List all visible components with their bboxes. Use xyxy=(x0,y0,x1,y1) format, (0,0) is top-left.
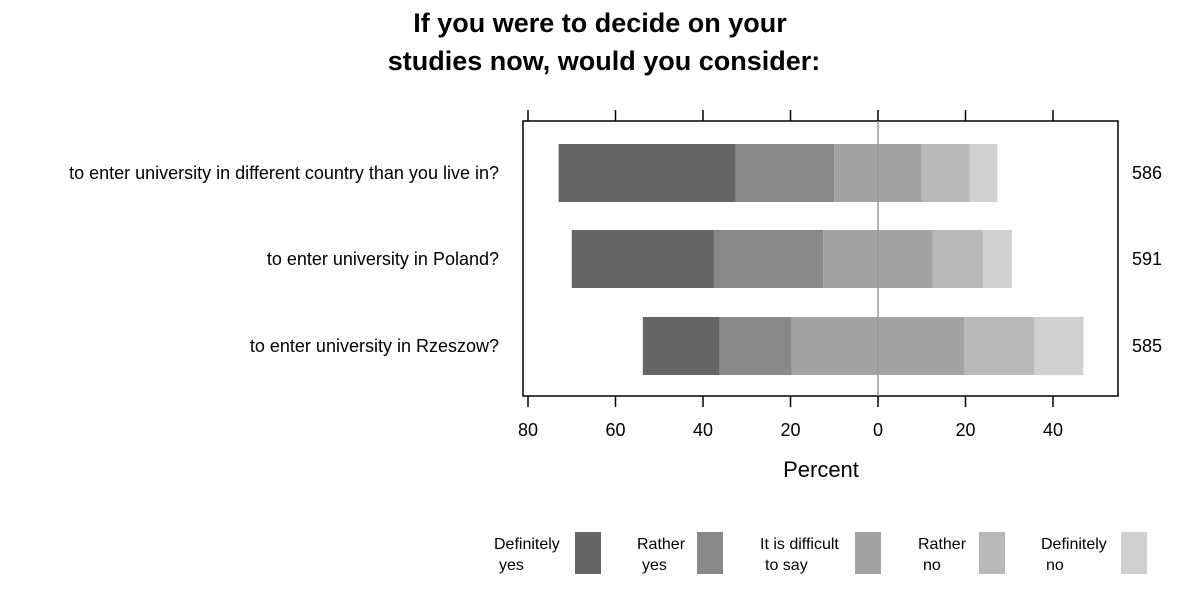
category-label: to enter university in Rzeszow? xyxy=(250,336,499,356)
count-label: 585 xyxy=(1132,336,1162,356)
legend-swatch xyxy=(979,532,1005,574)
x-tick-label: 80 xyxy=(518,420,538,440)
x-tick-label: 0 xyxy=(873,420,883,440)
category-label: to enter university in different country… xyxy=(69,163,499,183)
legend-swatch xyxy=(855,532,881,574)
legend-label: to say xyxy=(765,557,808,574)
legend: Definitely yes Rather yes It is difficult to … xyxy=(494,532,1147,574)
bar-segment xyxy=(983,230,1012,288)
x-tick-label: 40 xyxy=(1043,420,1063,440)
bar-segment xyxy=(571,230,714,288)
legend-label: no xyxy=(1046,557,1064,574)
bar-segment xyxy=(921,144,970,202)
legend-label: no xyxy=(923,557,941,574)
bar-segment xyxy=(735,144,835,202)
count-label: 586 xyxy=(1132,163,1162,183)
count-label: 591 xyxy=(1132,249,1162,269)
bar-segment xyxy=(1034,317,1084,375)
legend-swatch xyxy=(1121,532,1147,574)
x-tick-label: 20 xyxy=(955,420,975,440)
legend-swatch xyxy=(697,532,723,574)
bar-segment xyxy=(719,317,792,375)
legend-swatch xyxy=(575,532,601,574)
chart-title: If you were to decide on your studies no… xyxy=(388,8,821,76)
bar-segment xyxy=(713,230,824,288)
bar-segment xyxy=(932,230,983,288)
legend-item: Rather no xyxy=(918,532,1005,574)
legend-item: It is difficult to say xyxy=(760,532,881,574)
chart-title-line-1: If you were to decide on your xyxy=(413,8,787,38)
bar-segment xyxy=(969,144,998,202)
legend-label: Rather xyxy=(637,536,686,553)
x-axis-title: Percent xyxy=(783,457,859,482)
category-label-layer: to enter university in different country… xyxy=(69,163,1162,356)
axis-layer: 80 60 40 20 0 20 40 Percent xyxy=(518,110,1063,482)
legend-label: Definitely xyxy=(1041,536,1107,553)
category-label: to enter university in Poland? xyxy=(267,249,499,269)
bar-layer xyxy=(558,144,1084,375)
plot-panel xyxy=(522,120,1119,397)
legend-label: Definitely xyxy=(494,536,560,553)
legend-item: Definitely yes xyxy=(494,532,601,574)
plot-frame xyxy=(522,120,1119,397)
bar-segment xyxy=(964,317,1035,375)
legend-label: It is difficult xyxy=(760,536,839,553)
legend-item: Rather yes xyxy=(637,532,723,574)
legend-label: Rather xyxy=(918,536,967,553)
x-tick-label: 60 xyxy=(605,420,625,440)
bar-segment xyxy=(558,144,736,202)
bar-segment xyxy=(642,317,720,375)
legend-item: Definitely no xyxy=(1041,532,1147,574)
legend-label: yes xyxy=(499,557,524,574)
x-tick-label: 20 xyxy=(780,420,800,440)
chart-title-line-2: studies now, would you consider: xyxy=(388,46,821,76)
x-tick-label: 40 xyxy=(693,420,713,440)
legend-label: yes xyxy=(642,557,667,574)
